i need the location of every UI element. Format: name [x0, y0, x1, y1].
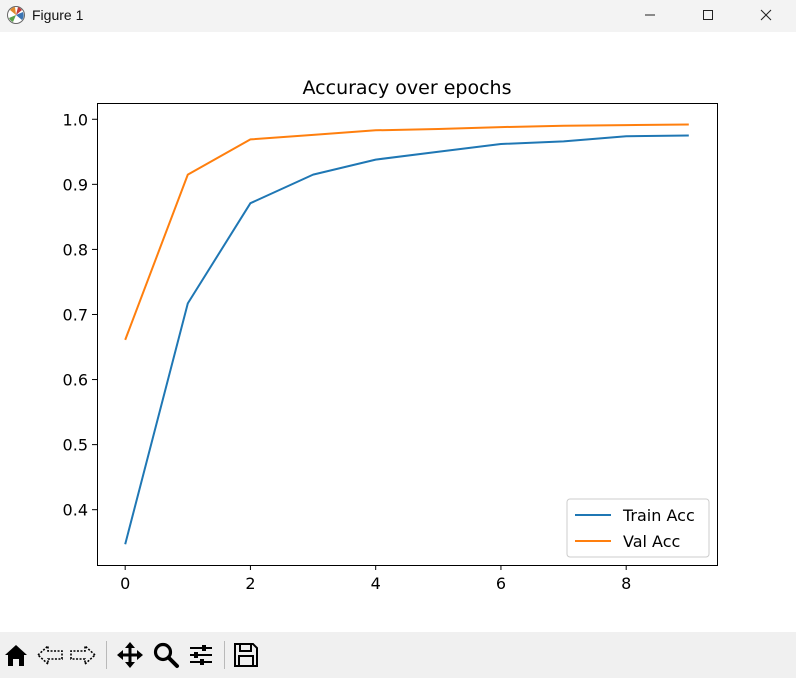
pan-move-icon [116, 641, 144, 669]
save-disk-icon [232, 641, 260, 669]
series-line-train-acc [124, 134, 689, 545]
save-button[interactable] [231, 640, 261, 670]
navigation-toolbar [0, 632, 796, 678]
x-tick-label: 4 [371, 574, 381, 593]
maximize-button[interactable] [679, 0, 737, 30]
y-tick-label: 0.5 [63, 436, 88, 455]
x-tick-label: 6 [496, 574, 506, 593]
home-button[interactable] [1, 640, 31, 670]
zoom-magnifier-icon [152, 641, 180, 669]
y-tick-label: 0.6 [63, 371, 88, 390]
toolbar-separator [106, 641, 107, 669]
x-tick-label: 8 [621, 574, 631, 593]
toolbar-separator [224, 641, 225, 669]
home-icon [2, 641, 30, 669]
accuracy-line-chart: Accuracy over epochs 0 2 4 6 8 0.4 0.5 0.6 0.7 0.… [63, 77, 718, 593]
forward-arrow-icon [69, 641, 97, 669]
y-tick-label: 1.0 [63, 110, 88, 129]
window-titlebar: Figure 1 [0, 0, 796, 32]
minimize-button[interactable] [621, 0, 679, 30]
configure-subplots-button[interactable] [186, 640, 216, 670]
forward-button[interactable] [68, 640, 98, 670]
legend-label: Train Acc [622, 506, 695, 525]
y-tick-label: 0.4 [63, 501, 88, 520]
close-button[interactable] [737, 0, 795, 30]
series-line-val-acc [124, 123, 689, 341]
maximize-icon [702, 9, 714, 21]
y-tick-label: 0.9 [63, 175, 88, 194]
window-title: Figure 1 [32, 7, 84, 23]
minimize-icon [644, 9, 656, 21]
back-arrow-icon [36, 641, 64, 669]
figure-canvas: Accuracy over epochs 0 2 4 6 8 0.4 0.5 0.6 0.7 0.… [0, 32, 796, 632]
axes-frame [97, 103, 718, 566]
chart-title: Accuracy over epochs [303, 77, 512, 99]
y-tick-label: 0.7 [63, 305, 88, 324]
legend-box [566, 498, 710, 558]
x-tick-label: 0 [120, 574, 130, 593]
configure-subplots-icon [187, 641, 215, 669]
matplotlib-logo-icon [6, 5, 26, 25]
pan-button[interactable] [115, 640, 145, 670]
close-icon [760, 9, 772, 21]
x-tick-label: 2 [245, 574, 255, 593]
plot-area [97, 103, 717, 565]
y-tick-label: 0.8 [63, 240, 88, 259]
legend: Train Acc Val Acc [566, 498, 710, 558]
zoom-button[interactable] [151, 640, 181, 670]
legend-label: Val Acc [623, 532, 680, 551]
back-button[interactable] [35, 640, 65, 670]
